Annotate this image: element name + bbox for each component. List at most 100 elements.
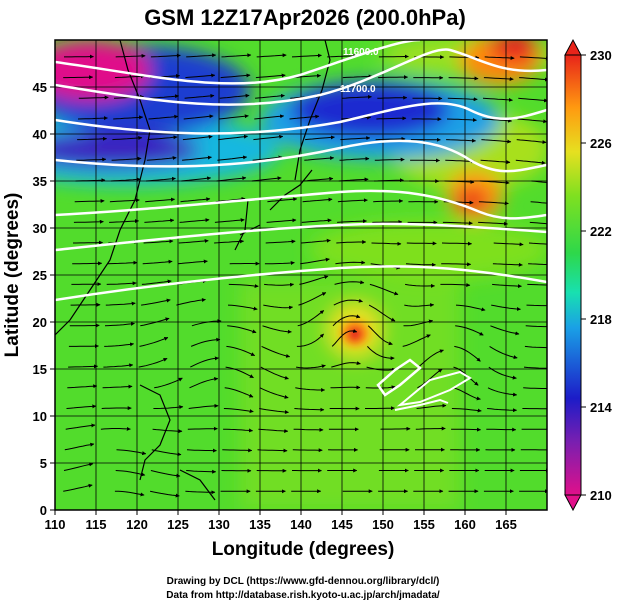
y-tick-label: 15 (33, 362, 47, 377)
streamline (519, 77, 547, 82)
streamline (531, 180, 547, 184)
streamline (335, 260, 366, 265)
streamline (441, 262, 472, 267)
streamline (252, 155, 283, 161)
streamline (260, 366, 289, 380)
streamline (442, 221, 473, 226)
streamline (516, 139, 547, 145)
streamline (139, 336, 169, 347)
streamline (67, 384, 98, 389)
streamline (187, 426, 218, 431)
y-tick-label: 25 (33, 268, 47, 283)
streamline (73, 240, 103, 245)
streamline (111, 156, 142, 161)
streamline (78, 95, 109, 100)
colorbar-tick-label: 210 (590, 488, 612, 503)
streamline (149, 94, 180, 99)
streamline (369, 283, 399, 296)
x-axis-label: Longitude (degrees) (212, 539, 395, 560)
streamline (336, 240, 367, 244)
streamline (116, 449, 147, 456)
streamline (114, 490, 145, 497)
y-tick-label: 20 (33, 315, 47, 330)
streamline (115, 470, 146, 477)
y-tick-label: 40 (33, 127, 47, 142)
streamline (188, 403, 219, 409)
streamline (138, 357, 168, 368)
streamline (406, 241, 437, 246)
y-axis-label: Latitude (degrees) (2, 193, 23, 358)
credit-data: Data from http://database.rish.kyoto-u.a… (166, 590, 440, 601)
y-tick-label: 0 (40, 503, 47, 518)
streamline (300, 257, 330, 265)
streamline (331, 361, 361, 368)
streamline (142, 259, 173, 265)
streamline (263, 304, 293, 310)
streamline (482, 118, 513, 123)
x-tick-label: 165 (495, 517, 517, 532)
coastlines (55, 40, 331, 501)
x-tick-label: 125 (167, 517, 189, 532)
streamline (261, 345, 291, 358)
streamline (141, 279, 172, 285)
streamline (216, 176, 247, 182)
x-tick-label: 130 (208, 517, 230, 532)
streamline (488, 366, 517, 380)
streamline (455, 325, 484, 336)
streamline (223, 428, 253, 433)
streamline (303, 176, 334, 182)
streamline (264, 260, 295, 265)
streamline (227, 325, 257, 334)
streamline (371, 241, 402, 246)
streamline (140, 317, 170, 327)
streamline (367, 325, 393, 346)
streamline (114, 74, 145, 79)
streamline (74, 198, 105, 203)
streamline (219, 93, 250, 99)
colorbar: 230 226 222 218 214 210 (564, 38, 612, 512)
streamline (222, 448, 253, 453)
streamline (487, 408, 517, 413)
streamline (301, 218, 332, 223)
streamline (528, 242, 547, 245)
streamline (186, 469, 217, 474)
streamline (151, 449, 182, 457)
streamline (104, 321, 135, 327)
streamline (152, 428, 183, 434)
streamline (333, 298, 363, 306)
x-tick-label: 110 (45, 517, 66, 532)
streamline (519, 56, 547, 61)
streamline (518, 97, 547, 103)
x-tick-label: 155 (413, 517, 435, 532)
contour-label-11600: 11600.0 (343, 47, 379, 58)
streamline (259, 387, 289, 399)
streamline (415, 426, 446, 431)
streamline (374, 157, 405, 162)
streamline (378, 75, 408, 80)
colorbar-top-triangle (564, 38, 582, 56)
streamline (179, 218, 210, 223)
x-tick-label: 150 (372, 517, 394, 532)
streamline (115, 53, 146, 58)
streamline (484, 56, 515, 61)
streamline (375, 136, 406, 141)
streamline (148, 114, 179, 120)
streamline (224, 387, 254, 398)
streamline (176, 298, 206, 306)
streamline (150, 53, 181, 58)
streamline (446, 138, 476, 143)
streamline (107, 260, 138, 265)
streamline (448, 76, 479, 81)
streamline (482, 97, 513, 102)
streamline (447, 97, 478, 102)
streamline (63, 75, 94, 80)
streamline (76, 157, 107, 162)
x-tick-label: 160 (454, 517, 476, 532)
streamline (340, 136, 371, 141)
streamlines (63, 53, 547, 498)
streamline (217, 155, 248, 161)
colorbar-tick-label: 218 (590, 312, 612, 327)
streamline (291, 53, 322, 58)
y-axis: 0 5 10 15 20 25 30 35 40 45 (33, 80, 55, 518)
streamline (530, 201, 547, 204)
